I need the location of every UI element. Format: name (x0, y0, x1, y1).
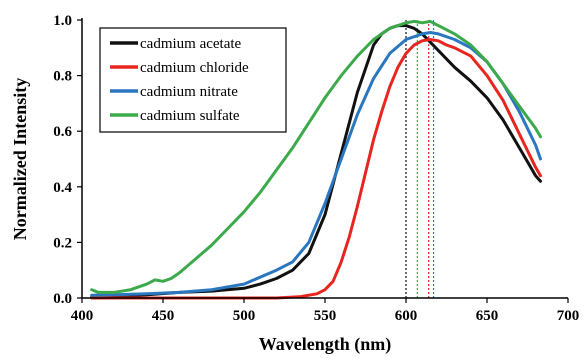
legend-label-2: cadmium nitrate (140, 84, 238, 100)
y-tick-label: 0.4 (53, 180, 72, 196)
x-tick-label: 500 (233, 308, 256, 324)
y-tick-label: 0.8 (53, 69, 72, 85)
y-axis-title: Normalized Intensity (10, 78, 30, 240)
legend-box (99, 27, 287, 133)
x-tick-label: 700 (557, 308, 580, 324)
x-tick-label: 450 (152, 308, 175, 324)
series-line-3 (90, 19, 542, 294)
x-axis-title: Wavelength (nm) (259, 334, 392, 355)
y-tick-label: 0.6 (53, 124, 72, 140)
legend-label-0: cadmium acetate (140, 36, 242, 52)
axes: 400 450 500 550 600 650 700 0.0 0.2 0.4 0.6 0.8 1.0 (53, 13, 579, 324)
y-tick-label: 0.2 (53, 235, 72, 251)
x-tick-label: 600 (395, 308, 418, 324)
x-tick-label: 400 (71, 308, 94, 324)
y-tick-label: 1.0 (53, 13, 72, 29)
x-tick-label: 550 (314, 308, 337, 324)
y-tick-label: 0.0 (53, 291, 72, 307)
legend: cadmium acetate cadmium chloride cadmium n… (99, 27, 287, 133)
series-lines (90, 19, 542, 300)
peak-marker-lines (405, 18, 435, 298)
series-line-1 (90, 38, 542, 300)
legend-label-1: cadmium chloride (140, 60, 249, 76)
legend-label-3: cadmium sulfate (140, 108, 240, 124)
x-tick-label: 650 (476, 308, 499, 324)
